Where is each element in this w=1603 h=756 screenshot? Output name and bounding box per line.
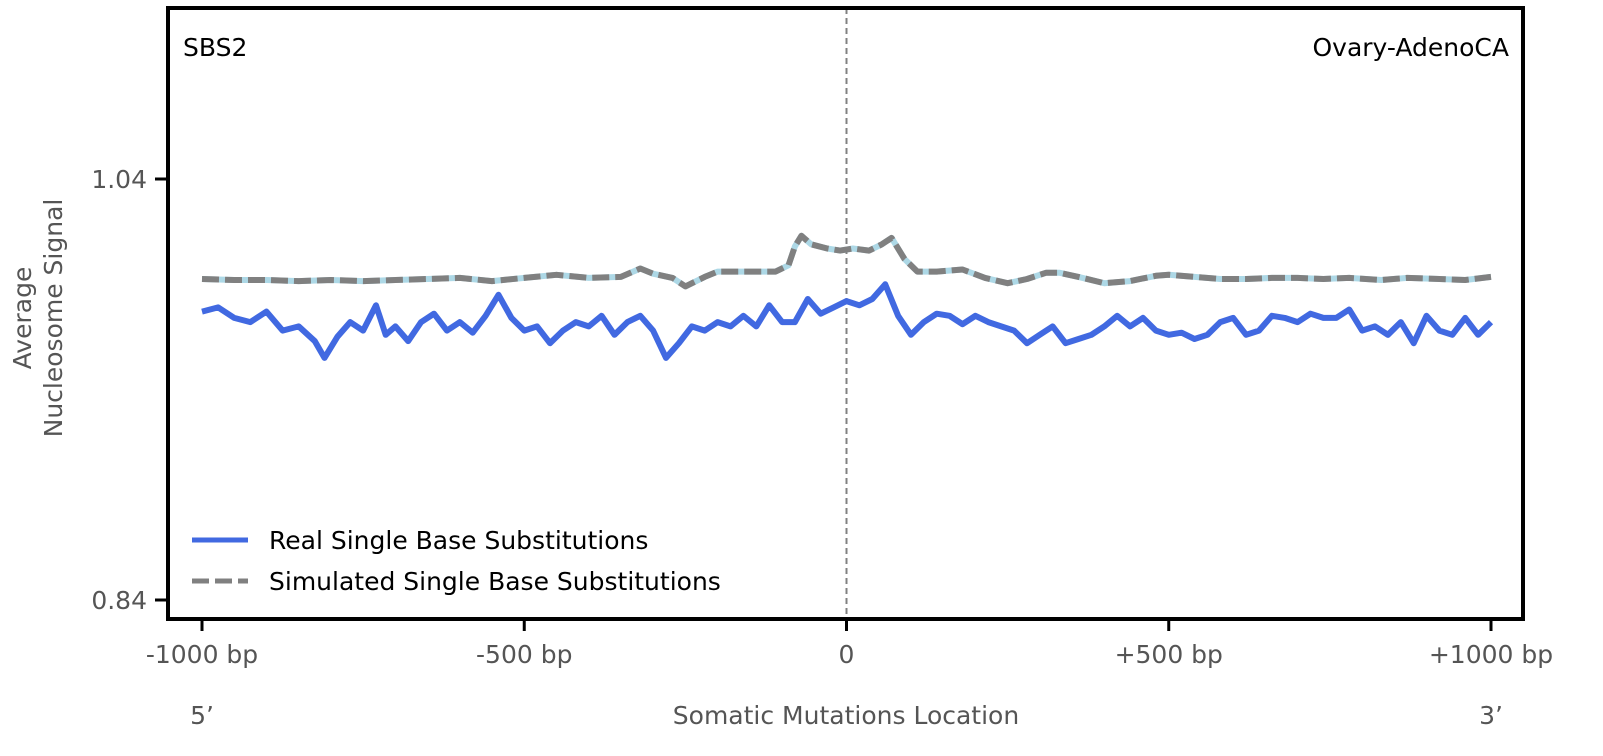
series-line-real: [201, 281, 1494, 361]
series-line-simulated: [201, 232, 1492, 290]
five-prime-label: 5’: [190, 701, 214, 730]
y-axis-title-line1: Average: [8, 267, 37, 370]
plot-frame: [166, 6, 1525, 621]
y-axis-title-line2: Nucleosome Signal: [39, 199, 68, 438]
x-tick-label: +1000 bp: [1429, 640, 1553, 669]
x-axis-title: Somatic Mutations Location: [673, 701, 1019, 730]
cancer-type-label: Ovary-AdenoCA: [1312, 33, 1509, 62]
x-tick-label: -1000 bp: [146, 640, 258, 669]
legend-label-real: Real Single Base Substitutions: [269, 526, 648, 555]
legend-label-simulated: Simulated Single Base Substitutions: [269, 567, 721, 596]
y-tick-label: 0.84: [91, 586, 147, 615]
plot-area: [201, 8, 1494, 619]
three-prime-label: 3’: [1479, 701, 1503, 730]
axes: -1000 bp -500 bp 0 +500 bp +1000 bp 1.04 0.84: [91, 165, 1553, 669]
signature-label: SBS2: [183, 33, 247, 62]
x-tick-label: 0: [839, 640, 855, 669]
y-tick-label: 1.04: [91, 165, 147, 194]
x-tick-label: +500 bp: [1115, 640, 1223, 669]
legend: Real Single Base Substitutions Simulated…: [192, 526, 721, 596]
x-tick-label: -500 bp: [476, 640, 572, 669]
